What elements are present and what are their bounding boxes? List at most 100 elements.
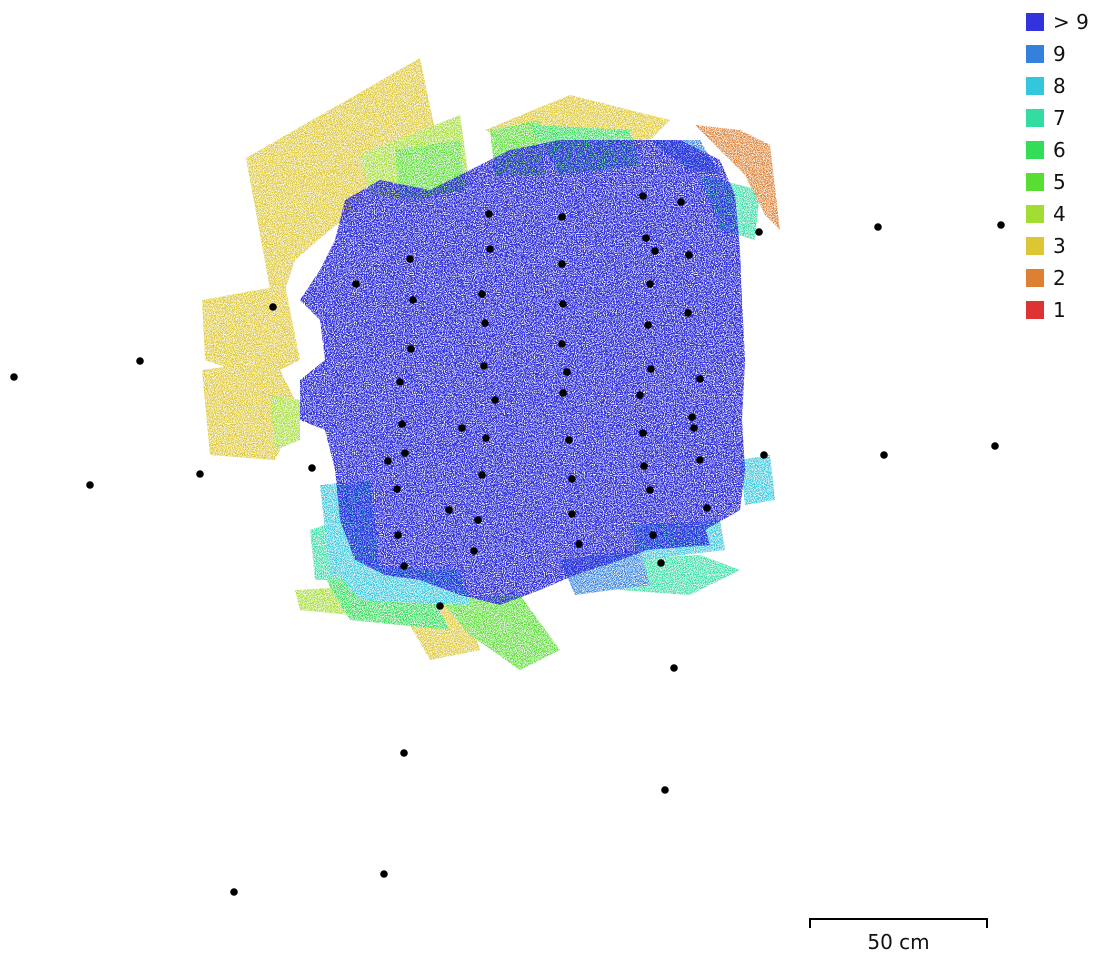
camera-marker [394, 531, 402, 539]
camera-marker [406, 255, 414, 263]
camera-marker [991, 442, 999, 450]
camera-positions [10, 192, 1005, 896]
camera-marker [640, 462, 648, 470]
camera-marker [445, 506, 453, 514]
camera-marker [491, 396, 499, 404]
camera-marker [703, 504, 711, 512]
camera-marker [308, 464, 316, 472]
camera-marker [688, 413, 696, 421]
legend-item: 6 [1026, 138, 1089, 162]
legend: > 9 9 8 7 6 5 4 3 2 1 [1026, 10, 1089, 322]
legend-swatch [1026, 45, 1044, 63]
overlap-region-3 [246, 58, 435, 300]
camera-marker [196, 470, 204, 478]
camera-marker [880, 451, 888, 459]
camera-marker [384, 457, 392, 465]
camera-marker [478, 290, 486, 298]
camera-marker [470, 547, 478, 555]
legend-label: 3 [1053, 234, 1066, 258]
camera-marker [86, 481, 94, 489]
camera-marker [649, 531, 657, 539]
camera-marker [657, 559, 665, 567]
legend-label: > 9 [1053, 10, 1089, 34]
camera-marker [874, 223, 882, 231]
legend-item: > 9 [1026, 10, 1089, 34]
camera-marker [400, 562, 408, 570]
camera-marker [575, 540, 583, 548]
camera-marker [481, 319, 489, 327]
camera-marker [696, 375, 704, 383]
camera-marker [10, 373, 18, 381]
camera-marker [230, 888, 238, 896]
camera-marker [478, 471, 486, 479]
legend-label: 5 [1053, 170, 1066, 194]
scale-label: 50 cm [867, 930, 930, 954]
legend-item: 4 [1026, 202, 1089, 226]
legend-label: 7 [1053, 106, 1066, 130]
camera-marker [269, 303, 277, 311]
camera-marker [401, 449, 409, 457]
camera-marker [559, 300, 567, 308]
legend-label: 2 [1053, 266, 1066, 290]
camera-marker [407, 345, 415, 353]
camera-marker [136, 357, 144, 365]
overlap-region-5 [440, 595, 560, 670]
legend-label: 8 [1053, 74, 1066, 98]
camera-marker [646, 280, 654, 288]
legend-item: 8 [1026, 74, 1089, 98]
overlap-region-gt9 [640, 505, 710, 550]
overlap-core [300, 140, 745, 605]
camera-marker [474, 516, 482, 524]
camera-marker [458, 424, 466, 432]
legend-swatch [1026, 141, 1044, 159]
legend-label: 4 [1053, 202, 1066, 226]
camera-marker [486, 245, 494, 253]
legend-swatch [1026, 173, 1044, 191]
overlap-region-gt9 [395, 515, 470, 575]
camera-marker [352, 280, 360, 288]
camera-marker [559, 389, 567, 397]
legend-swatch [1026, 13, 1044, 31]
legend-item: 5 [1026, 170, 1089, 194]
camera-marker [661, 786, 669, 794]
legend-label: 6 [1053, 138, 1066, 162]
overlap-region-4 [270, 395, 300, 450]
camera-marker [639, 429, 647, 437]
camera-marker [685, 251, 693, 259]
camera-marker [568, 475, 576, 483]
legend-label: 1 [1053, 298, 1066, 322]
camera-marker [409, 296, 417, 304]
camera-marker [568, 510, 576, 518]
camera-marker [677, 198, 685, 206]
camera-marker [558, 260, 566, 268]
camera-marker [398, 420, 406, 428]
camera-marker [565, 436, 573, 444]
camera-marker [755, 228, 763, 236]
legend-item: 7 [1026, 106, 1089, 130]
legend-swatch [1026, 301, 1044, 319]
legend-item: 9 [1026, 42, 1089, 66]
legend-swatch [1026, 77, 1044, 95]
camera-marker [436, 602, 444, 610]
legend-swatch [1026, 237, 1044, 255]
overlap-region-8 [740, 455, 775, 505]
camera-marker [380, 870, 388, 878]
camera-marker [690, 424, 698, 432]
camera-marker [684, 309, 692, 317]
legend-item: 3 [1026, 234, 1089, 258]
camera-marker [642, 234, 650, 242]
legend-item: 2 [1026, 266, 1089, 290]
camera-marker [647, 365, 655, 373]
scale-bar [809, 918, 988, 928]
camera-marker [558, 213, 566, 221]
overlap-region-2 [695, 125, 780, 230]
camera-marker [646, 486, 654, 494]
legend-swatch [1026, 269, 1044, 287]
camera-marker [651, 247, 659, 255]
camera-marker [639, 192, 647, 200]
camera-marker [644, 321, 652, 329]
camera-marker [393, 485, 401, 493]
camera-marker [563, 368, 571, 376]
camera-marker [636, 391, 644, 399]
